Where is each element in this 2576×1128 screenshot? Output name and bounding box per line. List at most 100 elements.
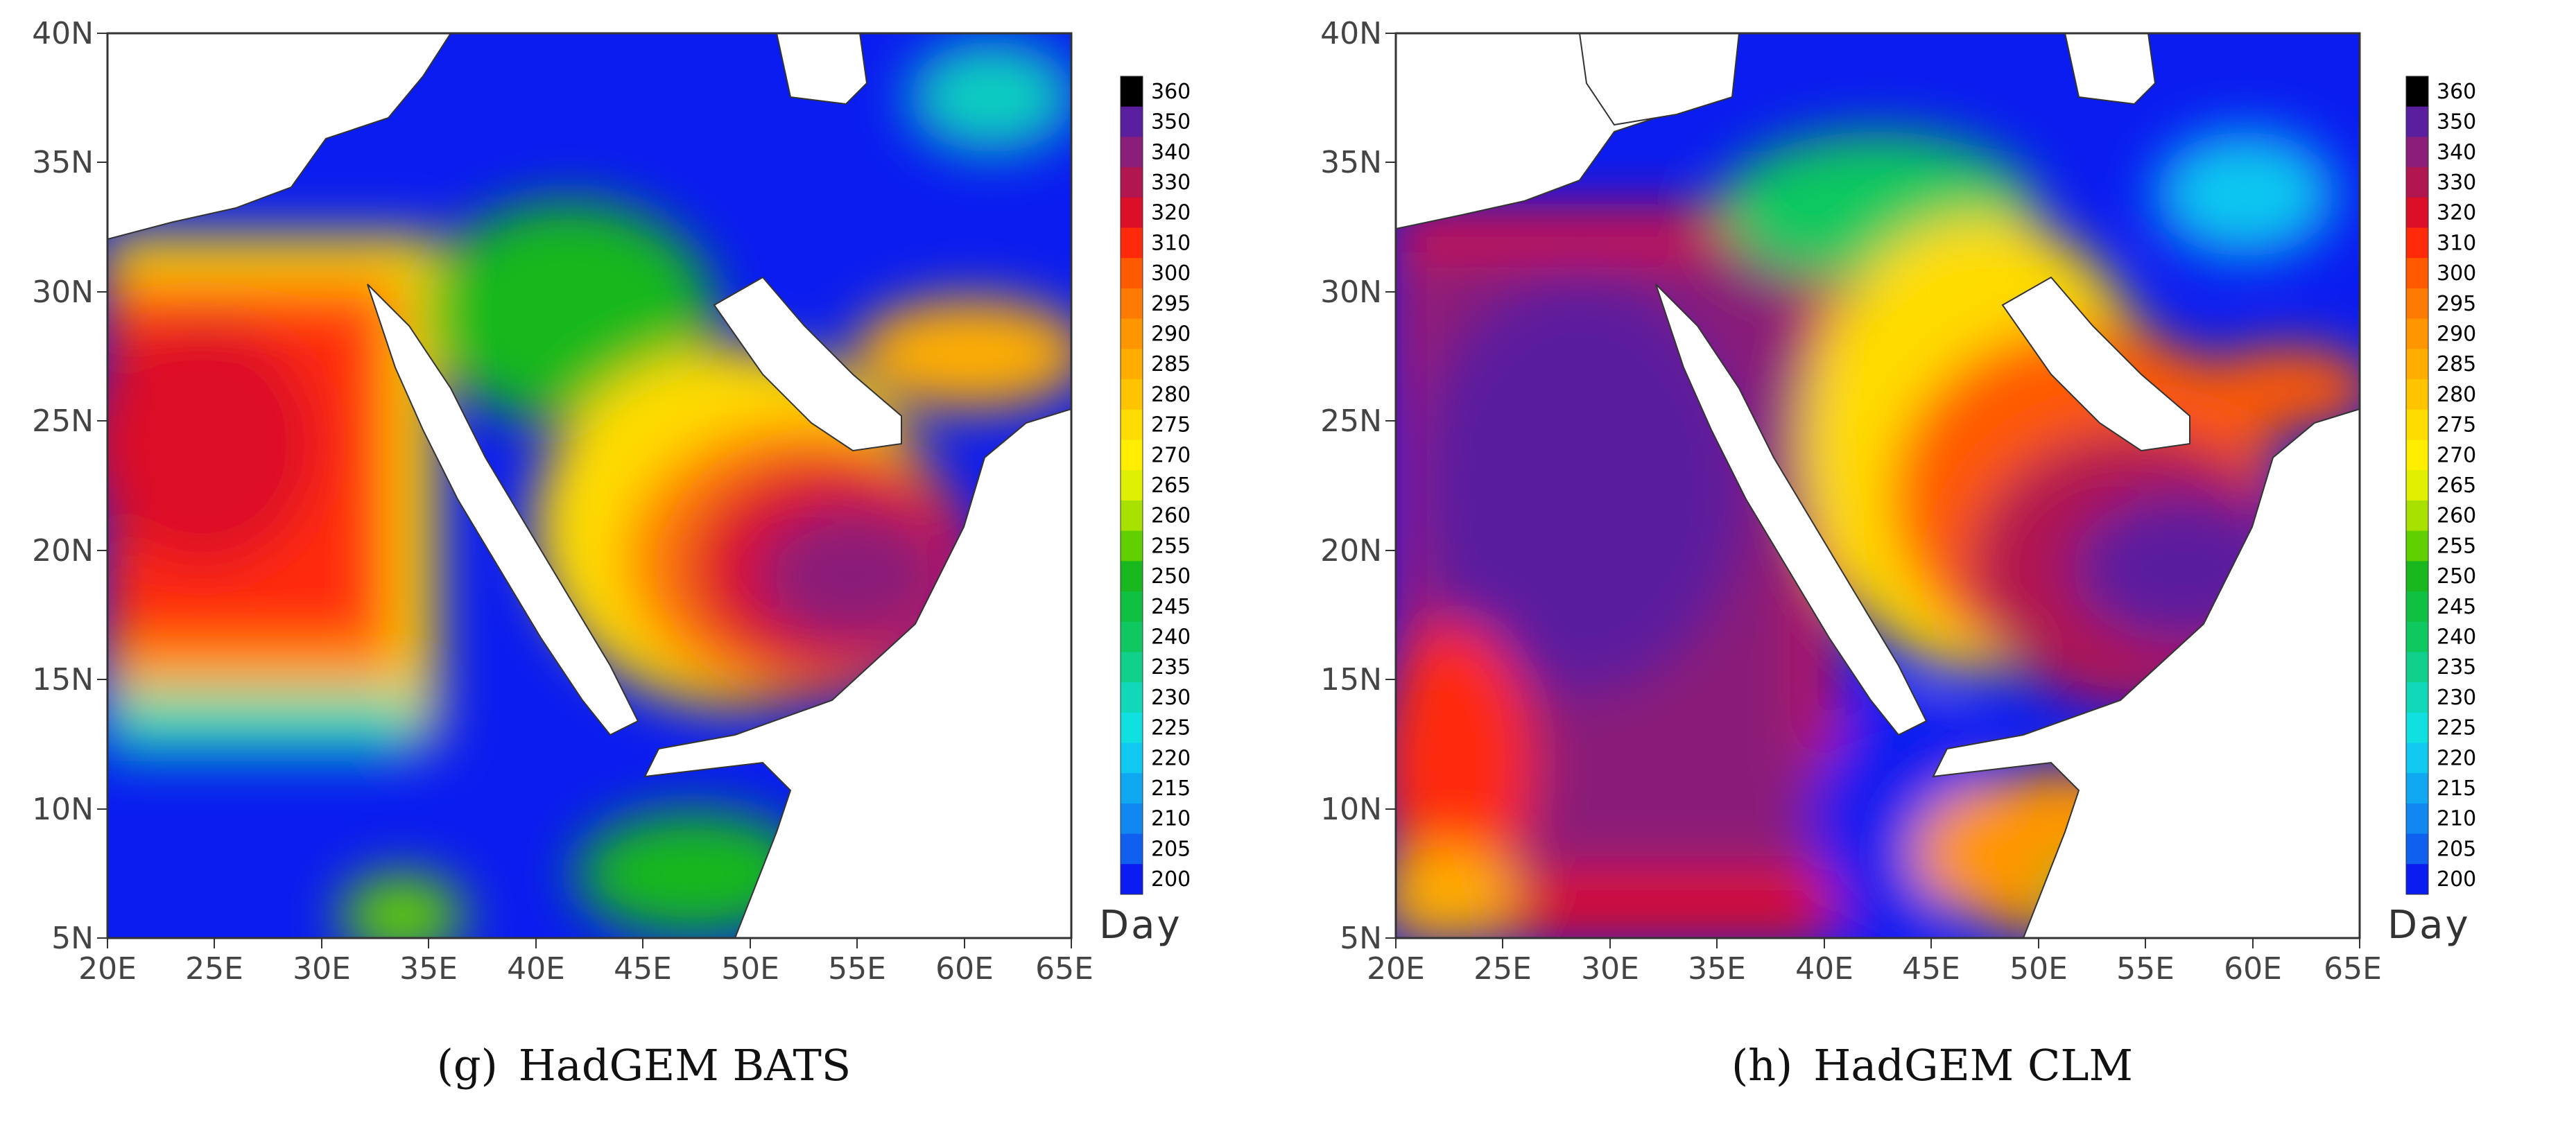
y-tick-label: 15N bbox=[1320, 662, 1382, 697]
colorbar-level-label: 250 bbox=[1151, 564, 1191, 589]
colorbar-swatch bbox=[2406, 470, 2428, 501]
colorbar-swatch bbox=[2406, 803, 2428, 835]
x-tick-label: 25E bbox=[185, 951, 243, 987]
colorbar-level-label: 275 bbox=[1151, 413, 1191, 437]
y-tick-label: 15N bbox=[32, 662, 94, 697]
x-tick-label: 50E bbox=[721, 951, 779, 987]
y-tick-label: 40N bbox=[32, 16, 94, 51]
colorbar-swatch bbox=[2406, 318, 2428, 349]
colorbar-swatch bbox=[1121, 621, 1143, 652]
colorbar-level-label: 285 bbox=[2437, 352, 2476, 376]
colorbar-level-label: 295 bbox=[2437, 292, 2476, 316]
colorbar-level-label: 360 bbox=[2437, 80, 2476, 104]
colorbar-swatch bbox=[2406, 682, 2428, 713]
colorbar-level-label: 260 bbox=[1151, 504, 1191, 528]
colorbar-level-label: 210 bbox=[2437, 807, 2476, 831]
x-tick-label: 20E bbox=[78, 951, 137, 987]
x-tick-label: 60E bbox=[2224, 951, 2282, 987]
colorbar-swatch bbox=[1121, 106, 1143, 137]
colorbar-level-label: 205 bbox=[1151, 837, 1191, 861]
x-tick-label: 40E bbox=[1795, 951, 1853, 987]
y-tick-label: 30N bbox=[32, 275, 94, 310]
colorbar-swatch bbox=[1121, 470, 1143, 501]
colorbar-level-label: 300 bbox=[1151, 261, 1191, 286]
y-tick-labels-g: 40N 35N 30N 25N 20N 15N 10N 5N bbox=[32, 16, 94, 956]
x-tick-label: 50E bbox=[2009, 951, 2068, 987]
y-tick-label: 5N bbox=[51, 921, 94, 956]
y-tick-label: 40N bbox=[1320, 16, 1382, 51]
colorbar-level-label: 270 bbox=[2437, 443, 2476, 467]
colorbar-level-label: 350 bbox=[1151, 110, 1191, 135]
colorbar-swatch bbox=[1121, 258, 1143, 289]
colorbar-level-label: 235 bbox=[2437, 655, 2476, 679]
colorbar-level-label: 205 bbox=[2437, 837, 2476, 861]
x-tick-label: 30E bbox=[293, 951, 351, 987]
y-tick-label: 35N bbox=[32, 145, 94, 180]
colorbar-level-label: 320 bbox=[2437, 201, 2476, 225]
tick-marks-g bbox=[97, 33, 1072, 948]
y-tick-labels-h: 40N 35N 30N 25N 20N 15N 10N 5N bbox=[1320, 16, 1382, 956]
colorbar-swatch bbox=[1121, 379, 1143, 410]
colorbar-swatch bbox=[1121, 409, 1143, 440]
colorbar-level-label: 230 bbox=[1151, 686, 1191, 710]
colorbar-swatch bbox=[1121, 652, 1143, 683]
colorbar-swatch bbox=[2406, 76, 2428, 107]
colorbar-swatch bbox=[2406, 864, 2428, 895]
colorbar-swatch bbox=[2406, 652, 2428, 683]
colorbar-level-label: 200 bbox=[1151, 867, 1191, 892]
colorbar-swatch bbox=[2406, 500, 2428, 532]
colorbar-swatch bbox=[1121, 76, 1143, 107]
x-tick-label: 45E bbox=[1902, 951, 1960, 987]
colorbar-level-label: 220 bbox=[2437, 746, 2476, 770]
caption-label: (g) bbox=[436, 1040, 498, 1091]
map-panel-g: 40N 35N 30N 25N 20N 15N 10N 5N 20E 25E 3… bbox=[32, 16, 1191, 1091]
colorbar-swatch bbox=[2406, 621, 2428, 652]
colorbar-swatch bbox=[1121, 561, 1143, 592]
colorbar-level-label: 340 bbox=[1151, 140, 1191, 164]
y-tick-label: 30N bbox=[1320, 275, 1382, 310]
colorbar-level-label: 215 bbox=[2437, 776, 2476, 801]
colorbar-frame bbox=[2405, 76, 2429, 895]
colorbar-swatch bbox=[2406, 773, 2428, 804]
y-tick-label: 35N bbox=[1320, 145, 1382, 180]
colorbar-g: 360 350 340 330 320 310 300 295 290 285 280 275 270 2… bbox=[1099, 76, 1191, 948]
colorbar-level-label: 265 bbox=[2437, 474, 2476, 498]
colorbar-swatch bbox=[2406, 227, 2428, 259]
colorbar-swatch bbox=[2406, 197, 2428, 229]
colorbar-level-label: 340 bbox=[2437, 140, 2476, 164]
colorbar-level-label: 320 bbox=[1151, 201, 1191, 225]
colorbar-level-label: 275 bbox=[2437, 413, 2476, 437]
x-tick-label: 35E bbox=[399, 951, 458, 987]
colorbar-swatch bbox=[1121, 712, 1143, 743]
colorbar-swatch bbox=[1121, 288, 1143, 320]
sea-mask-g bbox=[107, 33, 1072, 939]
colorbar-level-label: 215 bbox=[1151, 776, 1191, 801]
colorbar-swatch bbox=[2406, 288, 2428, 320]
colorbar-swatch bbox=[2406, 743, 2428, 774]
colorbar-swatch bbox=[1121, 833, 1143, 865]
map-svg-h: 40N 35N 30N 25N 20N 15N 10N 5N 20E 25E 3… bbox=[1320, 16, 2476, 987]
colorbar-level-label: 245 bbox=[2437, 595, 2476, 619]
colorbar-swatch bbox=[1121, 743, 1143, 774]
colorbar-h: 360 350 340 330 320 310 300 295 290 285 280 275 270 2… bbox=[2387, 76, 2476, 948]
y-tick-label: 20N bbox=[32, 533, 94, 569]
colorbar-frame bbox=[1120, 76, 1143, 895]
y-tick-label: 25N bbox=[32, 404, 94, 439]
x-tick-labels-h: 20E 25E 30E 35E 40E 45E 50E 55E 60E 65E bbox=[1367, 951, 2382, 987]
x-tick-label: 55E bbox=[828, 951, 886, 987]
colorbar-swatch bbox=[2406, 379, 2428, 410]
colorbar-level-label: 280 bbox=[1151, 383, 1191, 407]
x-tick-label: 60E bbox=[935, 951, 994, 987]
colorbar-level-label: 230 bbox=[2437, 686, 2476, 710]
colorbar-level-label: 225 bbox=[1151, 716, 1191, 740]
colorbar-swatch bbox=[1121, 500, 1143, 532]
colorbar-level-label: 250 bbox=[2437, 564, 2476, 589]
colorbar-swatch bbox=[2406, 561, 2428, 592]
colorbar-level-label: 290 bbox=[1151, 322, 1191, 346]
colorbar-level-label: 330 bbox=[2437, 171, 2476, 195]
x-tick-label: 20E bbox=[1367, 951, 1425, 987]
x-tick-labels-g: 20E 25E 30E 35E 40E 45E 50E 55E 60E 65E bbox=[78, 951, 1093, 987]
x-tick-label: 45E bbox=[614, 951, 672, 987]
map-svg-g: 40N 35N 30N 25N 20N 15N 10N 5N 20E 25E 3… bbox=[32, 16, 1191, 987]
y-tick-label: 5N bbox=[1340, 921, 1382, 956]
